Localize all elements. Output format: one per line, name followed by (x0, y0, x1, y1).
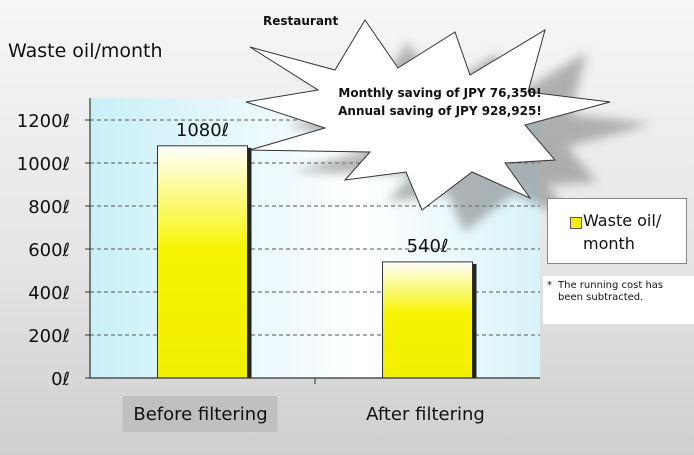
footnote-mark: * (547, 280, 552, 291)
y-tick-label: 800ℓ (28, 197, 70, 218)
legend-swatch (570, 217, 582, 229)
category-highlight (122, 396, 278, 432)
x-tick-label: Before filtering (133, 404, 267, 425)
y-tick-label: 1200ℓ (17, 111, 70, 132)
footnote: * The running cost has been subtracted. (543, 276, 694, 324)
footnote-text: The running cost has been subtracted. (558, 280, 664, 303)
savings-starburst (245, 19, 611, 211)
bar-value-label: 540ℓ (407, 236, 449, 257)
legend: Waste oil/ month (547, 198, 687, 264)
y-tick-label: 0ℓ (51, 369, 70, 390)
bar (382, 261, 473, 379)
y-tick-label: 400ℓ (28, 283, 70, 304)
saving-monthly-text: Monthly saving of JPY 76,350! (338, 86, 542, 100)
y-tick-label: 600ℓ (28, 240, 70, 261)
bar-value-label: 1080ℓ (176, 120, 229, 141)
x-tick-label: After filtering (366, 404, 485, 425)
y-tick-label: 1000ℓ (17, 154, 70, 175)
y-axis-title: Waste oil/month (8, 40, 163, 62)
bar (157, 145, 248, 379)
chart-header-title: Restaurant (263, 14, 339, 28)
saving-annual-text: Annual saving of JPY 928,925! (338, 104, 542, 118)
y-tick-label: 200ℓ (28, 326, 70, 347)
legend-label: Waste oil/ month (583, 211, 662, 253)
